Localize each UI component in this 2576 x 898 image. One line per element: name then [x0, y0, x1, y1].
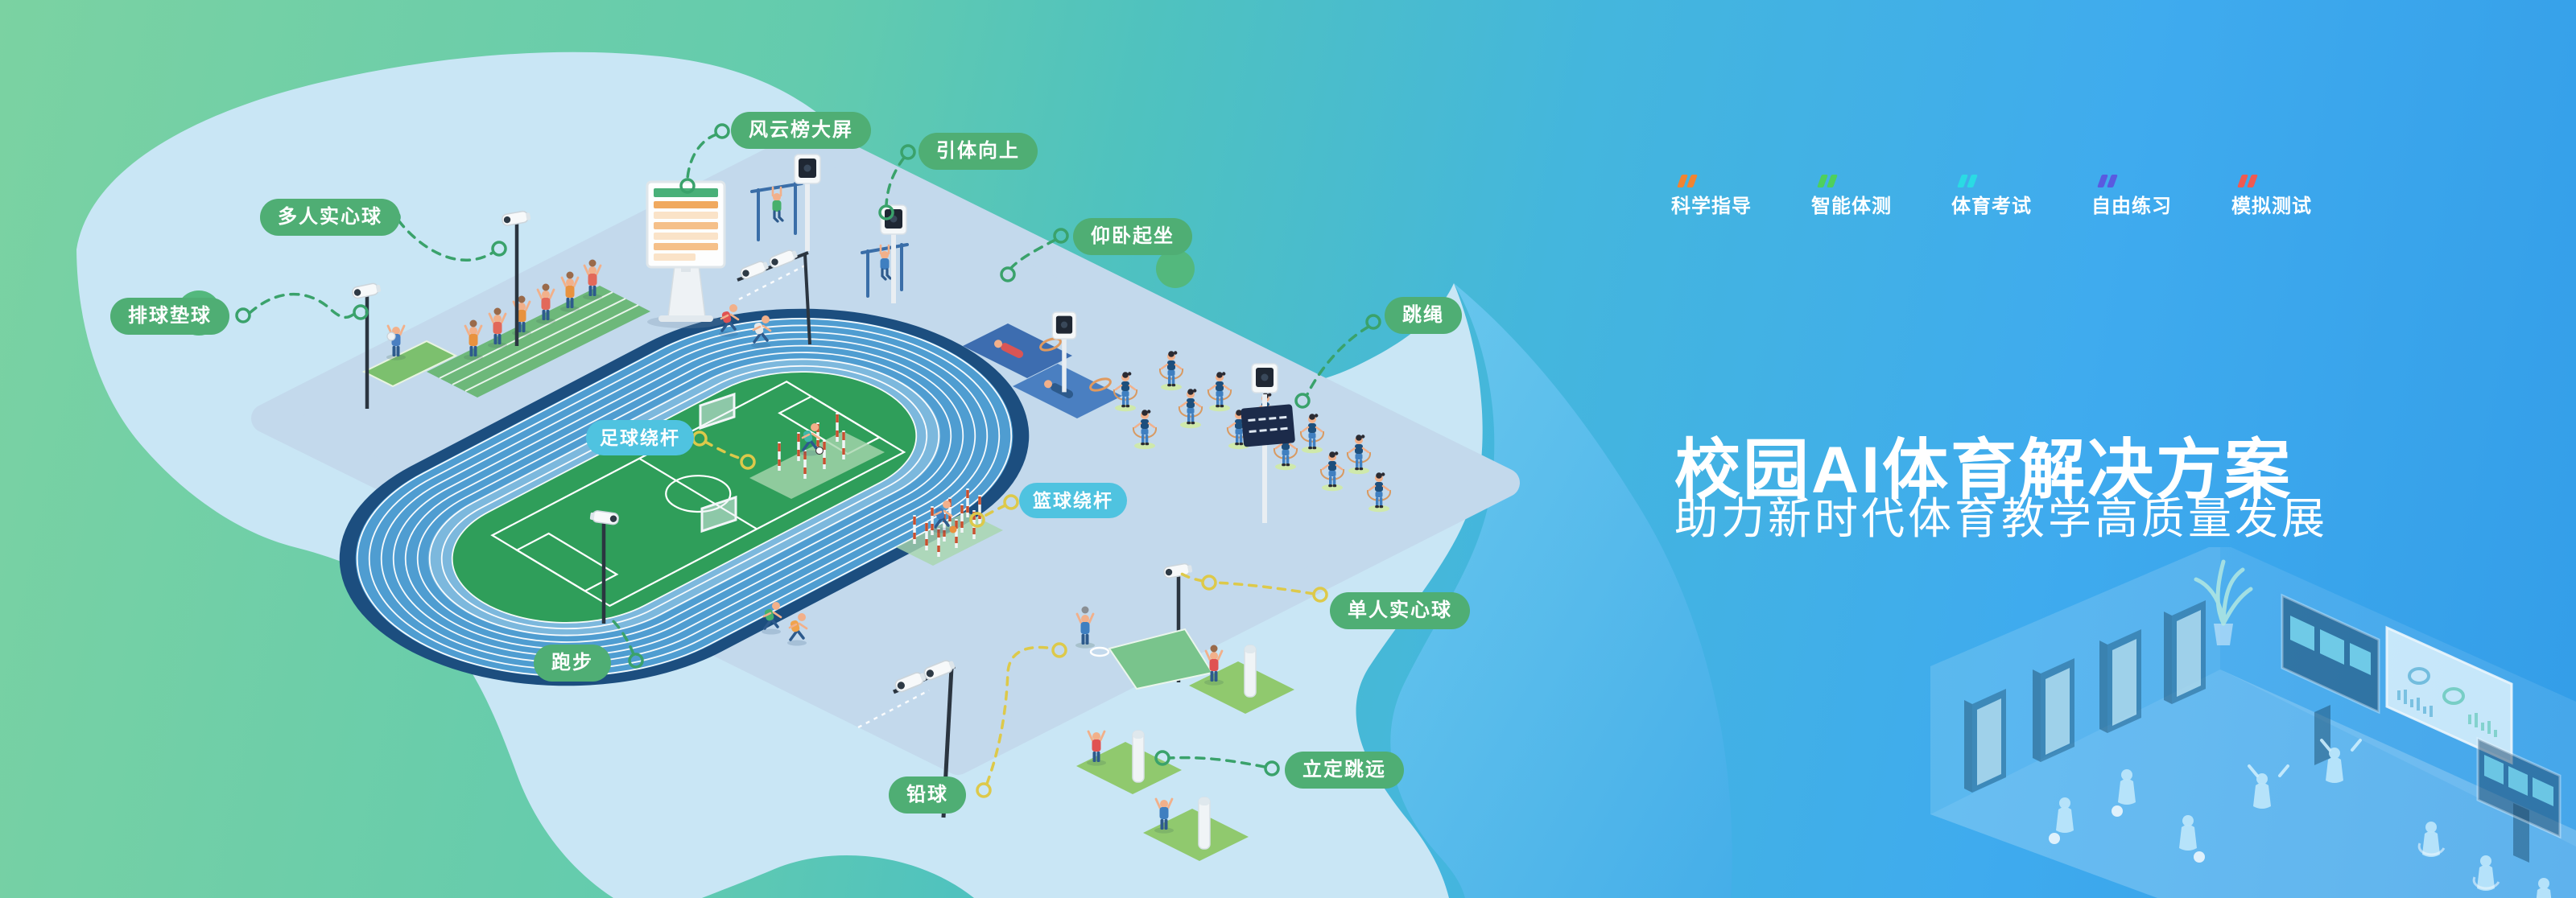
soccer-goal	[699, 392, 736, 430]
finish-line	[738, 264, 930, 729]
gym-big-screen	[2281, 593, 2380, 765]
double-slash-icon	[1677, 171, 1752, 187]
callout-shot-put: 铅球	[889, 776, 966, 814]
feature-menu: 科学指导 智能体测 体育考试 自由练习 模拟测试	[1671, 171, 2312, 218]
connector-dashed-yellow	[704, 440, 1315, 785]
connector-ring-yellow	[691, 430, 1328, 798]
page-subtitle: 助力新时代体育教学高质量发展	[1674, 495, 2328, 543]
menu-item-sports-exam[interactable]: 体育考试	[1951, 171, 2032, 218]
gym-stand-screen	[2476, 736, 2562, 863]
callout-basketball-slalom: 篮球绕杆	[1019, 483, 1127, 518]
sit-up-station	[963, 323, 1122, 418]
callout-jump-rope: 跳绳	[1385, 297, 1462, 334]
football-slalom-station	[749, 411, 885, 499]
gym-floor	[1930, 669, 2576, 898]
callout-single-solid-ball: 单人实心球	[1330, 592, 1470, 629]
double-slash-icon	[1817, 171, 1892, 187]
callout-sit-up: 仰卧起坐	[1073, 218, 1192, 255]
menu-item-label: 模拟测试	[2231, 196, 2312, 217]
camera-pole	[501, 209, 532, 346]
score-board	[1241, 404, 1295, 447]
menu-item-label: 智能体测	[1811, 196, 1892, 217]
callout-long-jump: 立定跳远	[1285, 752, 1404, 789]
soccer-goal	[700, 495, 737, 533]
menu-item-label: 体育考试	[1951, 196, 2032, 217]
callout-volleyball-dig: 排球垫球	[110, 298, 229, 335]
menu-item-science-guidance[interactable]: 科学指导	[1671, 171, 1752, 218]
solid-ball-group-station	[427, 259, 650, 398]
volleyball-station	[361, 324, 458, 388]
double-slash-icon	[2097, 171, 2172, 187]
double-slash-icon	[1957, 171, 2032, 187]
page-title: 校园AI体育解决方案	[1674, 433, 2293, 507]
camera-pole	[588, 509, 620, 624]
background-wave-band	[1390, 283, 1732, 898]
pull-up-frame	[861, 243, 909, 298]
callout-running: 跑步	[534, 645, 611, 682]
long-jump-station	[1143, 797, 1249, 861]
single-solid-ball-station	[1189, 645, 1294, 714]
pull-up-frame	[750, 182, 803, 241]
potted-plant	[2194, 559, 2253, 645]
menu-item-smart-fitness-test[interactable]: 智能体测	[1811, 171, 1892, 218]
gym-figures	[2049, 739, 2552, 898]
menu-item-label: 科学指导	[1671, 196, 1752, 217]
menu-item-label: 自由练习	[2091, 196, 2172, 217]
menu-item-free-practice[interactable]: 自由练习	[2091, 171, 2172, 218]
gym-kiosk-screens	[1964, 600, 2206, 793]
indoor-gym-illustration	[1930, 547, 2576, 898]
ai-detection-device	[794, 154, 821, 251]
callout-football-slalom: 足球绕杆	[586, 420, 694, 455]
menu-item-mock-test[interactable]: 模拟测试	[2231, 171, 2312, 218]
connector-dashed-green	[248, 133, 1370, 768]
long-jump-station	[1076, 730, 1182, 794]
ai-scoreboard-post	[1241, 363, 1295, 523]
ai-detection-device	[880, 204, 907, 303]
finish-camera-rig	[737, 247, 811, 345]
double-slash-icon	[2237, 171, 2312, 187]
callout-pull-up: 引体向上	[919, 133, 1038, 170]
callout-leaderboard-screen: 风云榜大屏	[731, 112, 871, 149]
gym-wall-dashboard	[2385, 625, 2513, 765]
callout-multi-solid-ball: 多人实心球	[260, 199, 400, 236]
green-dot-decor	[1156, 249, 1195, 288]
ai-detection-device	[1051, 311, 1077, 393]
leaderboard-kiosk	[646, 180, 726, 328]
